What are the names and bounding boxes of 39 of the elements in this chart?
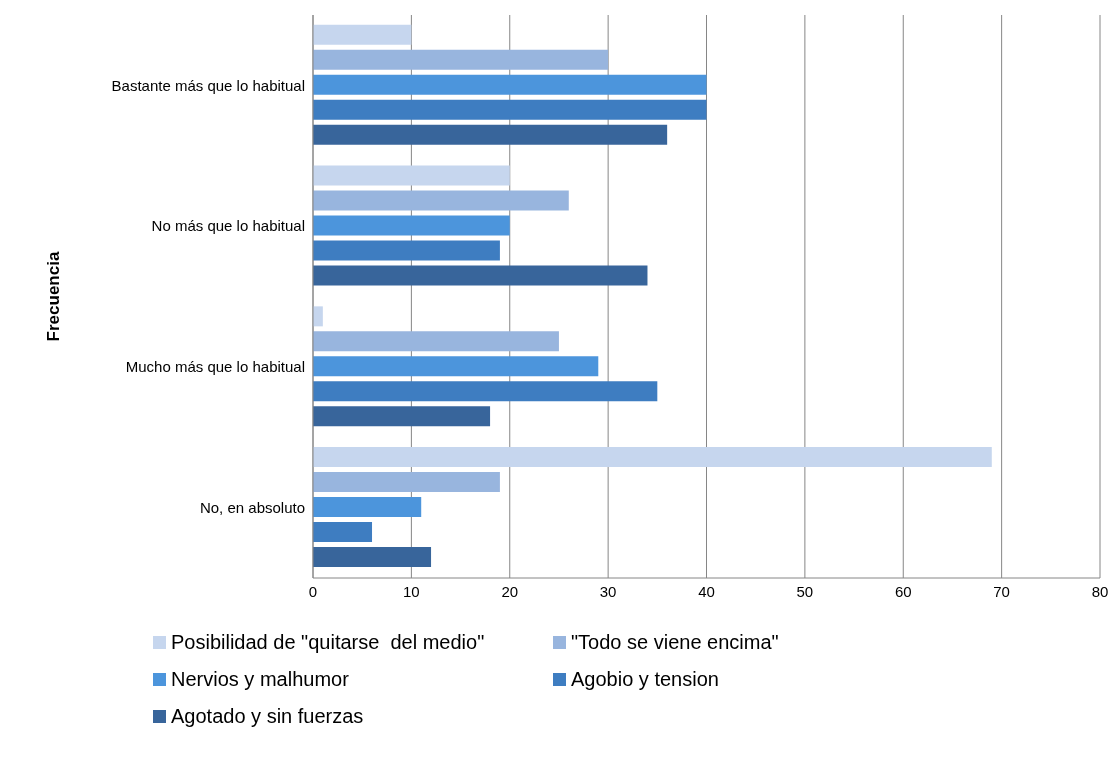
bar — [313, 522, 373, 543]
bar — [313, 240, 500, 261]
legend-label: Posibilidad de "quitarse del medio" — [171, 631, 485, 654]
y-axis-title: Frecuencia — [44, 251, 64, 342]
bar — [313, 447, 992, 468]
bar — [313, 381, 658, 402]
y-tick-label: No más que lo habitual — [151, 217, 305, 235]
bar — [313, 406, 491, 427]
x-tick-label: 80 — [1091, 582, 1109, 600]
legend-label: Nervios y malhumor — [171, 668, 349, 691]
bar — [313, 265, 648, 286]
bar — [313, 497, 422, 518]
x-tick-label: 10 — [403, 582, 420, 600]
legend-label: Agobio y tension — [571, 668, 719, 691]
x-tick-label: 50 — [796, 582, 814, 600]
bar — [313, 124, 668, 145]
x-tick-label: 60 — [894, 582, 912, 600]
x-tick-label: 70 — [993, 582, 1010, 600]
y-tick-label: Mucho más que lo habitual — [125, 358, 305, 376]
bar — [313, 190, 569, 211]
bar — [313, 356, 599, 377]
bar — [313, 547, 432, 568]
y-tick-label: No, en absoluto — [199, 498, 305, 516]
bar — [313, 165, 510, 186]
y-tick-label: Bastante más que lo habitual — [111, 76, 305, 94]
x-tick-label: 0 — [308, 582, 318, 600]
bar — [313, 49, 609, 70]
x-tick-label: 30 — [599, 582, 617, 600]
bar — [313, 24, 412, 45]
bar — [313, 472, 500, 493]
bar — [313, 306, 323, 327]
bar — [313, 99, 707, 120]
x-tick-label: 40 — [698, 582, 715, 600]
bar — [313, 74, 707, 95]
legend-label: Agotado y sin fuerzas — [171, 705, 364, 728]
x-tick-label: 20 — [501, 582, 519, 600]
bar — [313, 215, 510, 236]
legend-label: "Todo se viene encima" — [571, 631, 779, 654]
bar — [313, 331, 559, 352]
